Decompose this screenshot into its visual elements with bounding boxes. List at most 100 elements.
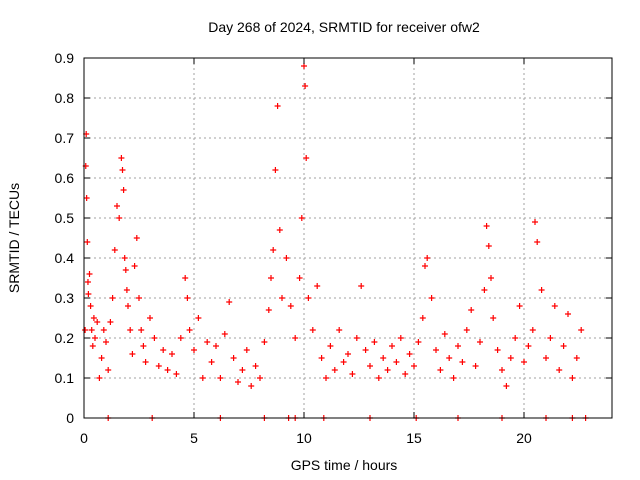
data-point bbox=[345, 351, 351, 357]
data-point bbox=[173, 371, 180, 377]
data-point bbox=[305, 295, 312, 301]
data-point bbox=[411, 363, 417, 369]
data-point bbox=[111, 247, 118, 253]
data-point bbox=[521, 359, 527, 365]
data-point bbox=[121, 255, 128, 261]
data-point bbox=[98, 355, 105, 361]
data-point bbox=[323, 375, 329, 381]
x-tick-label: 10 bbox=[296, 430, 312, 446]
data-point bbox=[314, 283, 321, 289]
data-point bbox=[164, 367, 171, 373]
y-tick-label: 0.5 bbox=[55, 210, 75, 226]
data-point bbox=[472, 363, 479, 369]
data-point bbox=[422, 263, 428, 269]
y-tick-label: 0.9 bbox=[55, 50, 75, 66]
data-point bbox=[243, 347, 250, 353]
data-point bbox=[129, 351, 136, 357]
data-point bbox=[309, 327, 316, 333]
data-point bbox=[123, 287, 130, 293]
data-point bbox=[551, 303, 558, 309]
data-point bbox=[199, 375, 206, 381]
data-point bbox=[488, 275, 494, 281]
data-point bbox=[90, 315, 97, 321]
x-tick-label: 20 bbox=[516, 430, 532, 446]
data-point bbox=[217, 375, 224, 381]
data-point bbox=[127, 327, 134, 333]
data-point bbox=[169, 351, 175, 357]
data-point bbox=[125, 303, 131, 309]
y-tick-label: 0 bbox=[66, 410, 74, 426]
x-axis-label: GPS time / hours bbox=[291, 457, 398, 473]
data-point bbox=[204, 339, 211, 345]
data-point bbox=[265, 307, 272, 313]
data-point bbox=[118, 155, 125, 161]
data-point bbox=[375, 375, 382, 381]
data-point bbox=[556, 367, 563, 373]
y-tick-label: 0.7 bbox=[55, 130, 75, 146]
data-point bbox=[512, 335, 519, 341]
data-point bbox=[184, 295, 191, 301]
data-point bbox=[296, 275, 303, 281]
x-tick-labels: 0 5 10 15 20 bbox=[80, 430, 532, 446]
data-point bbox=[490, 315, 497, 321]
data-point bbox=[230, 355, 237, 361]
data-point bbox=[543, 355, 549, 361]
data-point bbox=[100, 327, 107, 333]
data-point bbox=[103, 339, 109, 345]
data-point bbox=[182, 275, 189, 281]
chart-title: Day 268 of 2024, SRMTID for receiver ofw… bbox=[208, 19, 480, 35]
data-point bbox=[529, 327, 536, 333]
data-point bbox=[358, 283, 365, 289]
data-point bbox=[303, 155, 310, 161]
data-point bbox=[268, 275, 274, 281]
data-point bbox=[87, 303, 94, 309]
data-point bbox=[547, 335, 554, 341]
data-point bbox=[362, 347, 369, 353]
data-point bbox=[283, 255, 290, 261]
data-point bbox=[239, 367, 246, 373]
data-point bbox=[160, 347, 167, 353]
data-point bbox=[274, 103, 281, 109]
data-point bbox=[569, 375, 576, 381]
data-point bbox=[84, 279, 91, 285]
data-point bbox=[459, 359, 466, 365]
data-point bbox=[367, 363, 373, 369]
data-point bbox=[393, 359, 400, 365]
data-point bbox=[302, 83, 309, 89]
data-point bbox=[177, 335, 184, 341]
data-point bbox=[151, 335, 158, 341]
data-point bbox=[136, 295, 142, 301]
data-point bbox=[105, 367, 112, 373]
data-point bbox=[107, 319, 114, 325]
data-point bbox=[88, 327, 95, 333]
x-tick-label: 5 bbox=[190, 430, 198, 446]
data-point bbox=[140, 343, 147, 349]
plot-frame bbox=[83, 57, 613, 419]
x-tick-label: 0 bbox=[80, 430, 88, 446]
data-point bbox=[138, 327, 145, 333]
data-point bbox=[213, 343, 219, 349]
data-point bbox=[503, 383, 510, 389]
y-tick-label: 0.2 bbox=[55, 330, 75, 346]
grid bbox=[84, 58, 612, 418]
data-point bbox=[147, 315, 153, 321]
data-point bbox=[287, 303, 294, 309]
data-point bbox=[349, 371, 356, 377]
data-point bbox=[195, 315, 202, 321]
data-point bbox=[279, 295, 285, 301]
data-point bbox=[437, 367, 444, 373]
y-tick-label: 0.8 bbox=[55, 90, 75, 106]
x-tick-label: 15 bbox=[406, 430, 422, 446]
data-point bbox=[455, 343, 461, 349]
data-point bbox=[119, 167, 126, 173]
data-point bbox=[525, 343, 532, 349]
data-point bbox=[318, 355, 325, 361]
data-point bbox=[481, 287, 488, 293]
data-point bbox=[122, 267, 129, 273]
data-point bbox=[96, 375, 103, 381]
data-point bbox=[276, 227, 283, 233]
data-point bbox=[84, 239, 91, 245]
y-tick-label: 0.4 bbox=[55, 250, 75, 266]
data-point bbox=[327, 343, 334, 349]
data-point bbox=[415, 339, 422, 345]
